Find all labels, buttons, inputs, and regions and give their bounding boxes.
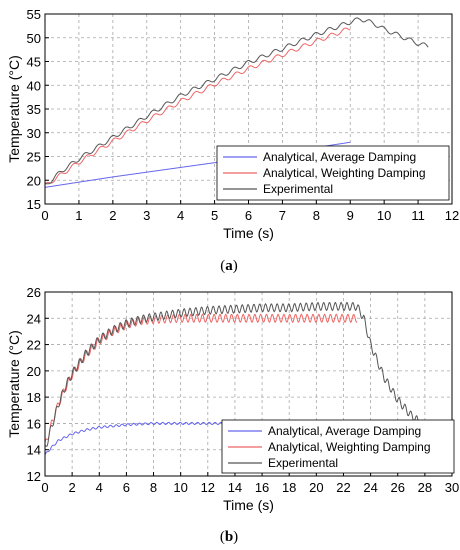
y-axis-label: Temperature (°C) <box>6 330 22 438</box>
x-tick-label: 16 <box>255 480 269 495</box>
legend-box <box>216 145 450 201</box>
x-tick-label: 26 <box>390 480 404 495</box>
legend-label: Analytical, Average Damping <box>263 150 416 164</box>
legend-label: Analytical, Weighting Damping <box>268 440 431 454</box>
y-tick-label: 40 <box>27 78 41 93</box>
x-tick-label: 5 <box>211 208 218 223</box>
x-tick-label: 22 <box>336 480 350 495</box>
subfigure-caption: (b) <box>220 529 238 545</box>
subfigure-caption: (a) <box>220 258 238 274</box>
x-tick-label: 24 <box>363 480 377 495</box>
series-line-2 <box>44 313 358 443</box>
series-line-3 <box>44 301 432 447</box>
x-tick-label: 6 <box>245 208 252 223</box>
y-tick-label: 50 <box>27 31 41 46</box>
x-tick-label: 6 <box>123 480 130 495</box>
x-tick-label: 2 <box>69 480 76 495</box>
x-tick-label: 11 <box>411 208 425 223</box>
y-tick-label: 35 <box>27 102 41 117</box>
legend-label: Analytical, Weighting Damping <box>263 166 426 180</box>
y-tick-label: 26 <box>27 285 41 300</box>
axes-frame <box>44 291 453 477</box>
x-tick-label: 14 <box>228 480 242 495</box>
y-tick-label: 30 <box>27 126 41 141</box>
series-line-3 <box>44 17 429 185</box>
x-tick-label: 1 <box>75 208 82 223</box>
y-tick-label: 25 <box>27 150 41 165</box>
x-tick-label: 3 <box>143 208 150 223</box>
y-tick-label: 20 <box>27 364 41 379</box>
legend-label: Experimental <box>268 456 338 470</box>
y-tick-label: 18 <box>27 390 41 405</box>
x-tick-label: 10 <box>173 480 187 495</box>
series-line-2 <box>44 27 351 185</box>
x-tick-label: 8 <box>150 480 157 495</box>
y-tick-label: 24 <box>27 311 41 326</box>
legend: Analytical, Average Damping Analytical, W… <box>216 145 450 201</box>
x-axis-label: Time (s) <box>223 225 274 241</box>
x-tick-label: 0 <box>41 480 48 495</box>
y-tick-label: 12 <box>27 469 41 484</box>
x-axis-label: Time (s) <box>223 497 274 513</box>
y-axis-label: Temperature (°C) <box>6 55 22 163</box>
y-tick-label: 14 <box>27 443 41 458</box>
legend-label: Experimental <box>263 182 333 196</box>
y-tick-label: 22 <box>27 338 41 353</box>
x-tick-label: 10 <box>377 208 391 223</box>
chart-b: 0 2 4 6 8 10 12 14 16 18 20 22 24 26 28 301214161820222… <box>6 285 459 545</box>
y-tick-label: 55 <box>27 7 41 22</box>
x-tick-label: 7 <box>279 208 286 223</box>
x-tick-label: 0 <box>41 208 48 223</box>
legend: Analytical, Average Damping Analytical, W… <box>221 419 455 474</box>
y-tick-label: 20 <box>27 173 41 188</box>
x-tick-label: 30 <box>445 480 459 495</box>
x-tick-label: 28 <box>418 480 432 495</box>
x-tick-label: 12 <box>445 208 459 223</box>
y-tick-label: 15 <box>27 197 41 212</box>
y-tick-label: 45 <box>27 55 41 70</box>
x-tick-label: 4 <box>96 480 103 495</box>
x-tick-label: 8 <box>313 208 320 223</box>
x-tick-label: 18 <box>282 480 296 495</box>
x-tick-label: 12 <box>201 480 215 495</box>
y-tick-label: 16 <box>27 416 41 431</box>
x-tick-label: 4 <box>177 208 184 223</box>
legend-label: Analytical, Average Damping <box>268 424 421 438</box>
x-tick-label: 2 <box>109 208 116 223</box>
x-tick-label: 9 <box>347 208 354 223</box>
x-tick-label: 20 <box>309 480 323 495</box>
